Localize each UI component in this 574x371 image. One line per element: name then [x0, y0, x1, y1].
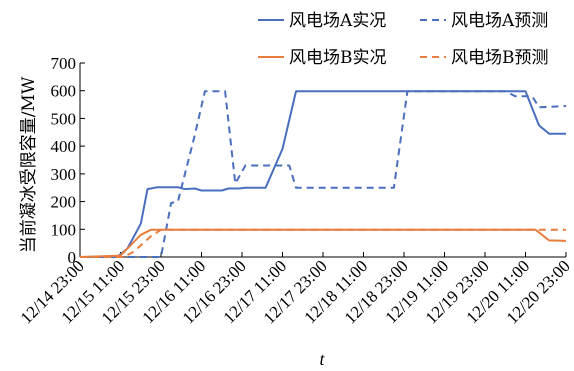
y-tick-label: 400: [51, 137, 77, 156]
legend-label-3: 风电场B实况: [289, 48, 387, 68]
y-tick-label: 200: [51, 193, 77, 212]
series-line-1: [80, 90, 566, 258]
legend-label-4: 风电场B预测: [451, 48, 549, 68]
legend-label-1: 风电场A实况: [289, 11, 386, 31]
series-line-4: [80, 228, 566, 258]
y-tick-label: 0: [68, 248, 77, 267]
y-tick-label: 500: [51, 109, 77, 128]
y-tick-label: 600: [51, 82, 77, 101]
y-tick-label: 100: [51, 220, 77, 239]
series-line-3: [79, 228, 567, 258]
x-axis-label: t: [319, 349, 325, 369]
legend-label-2: 风电场A预测: [451, 11, 548, 31]
series-layer: [79, 90, 567, 258]
y-tick-label: 300: [51, 165, 77, 184]
y-axis-label: 当前凝冰受限容量/MW: [19, 76, 39, 253]
y-tick-label: 700: [51, 54, 77, 73]
series-line-2: [80, 90, 567, 258]
